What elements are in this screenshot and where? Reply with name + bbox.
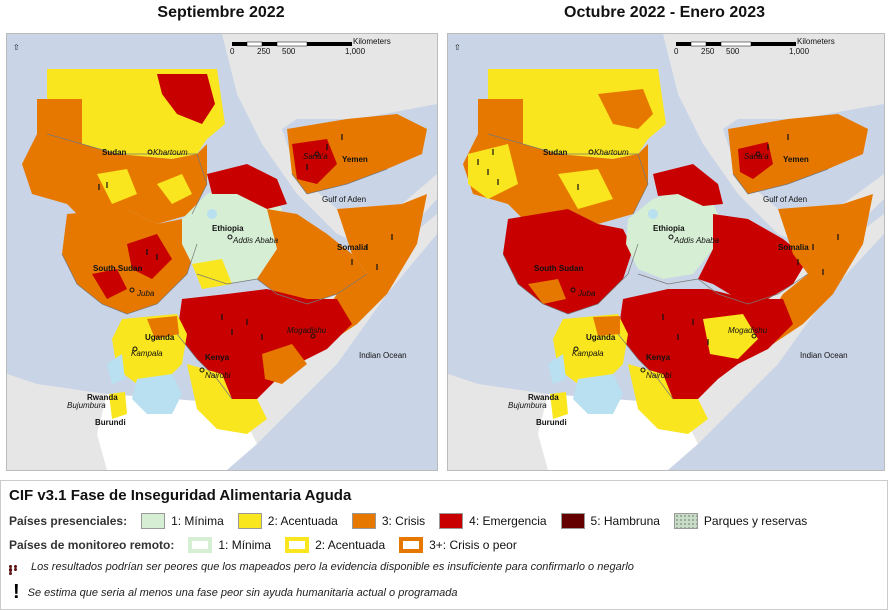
legend-item-acentuada: 2: Acentuada: [237, 513, 338, 529]
legend-item-emergencia: 4: Emergencia: [439, 513, 547, 529]
label-bujumbura: Bujumbura: [67, 401, 106, 410]
legend-item-hambruna: 5: Hambruna: [560, 513, 660, 529]
label-indian-ocean: Indian Ocean: [359, 351, 407, 360]
map-september-2022: 0 250 500 1,000 Kilometers Sudan Khartou…: [6, 33, 438, 471]
legend-row-remoto: Países de monitoreo remoto: 1: Mínima 2:…: [9, 537, 531, 553]
label-addis: Addis Ababa: [232, 236, 279, 245]
label-rwanda: Rwanda: [87, 393, 118, 402]
exclamation-icon: !: [13, 581, 20, 603]
label-nairobi: Nairobi: [205, 371, 231, 380]
svg-text:0: 0: [230, 47, 235, 56]
map-svg-left: 0 250 500 1,000 Kilometers Sudan Khartou…: [7, 34, 437, 470]
svg-text:1,000: 1,000: [789, 47, 810, 56]
svg-text:⇧: ⇧: [454, 43, 461, 52]
svg-text:250: 250: [701, 47, 715, 56]
svg-text:500: 500: [282, 47, 296, 56]
label-kampala: Kampala: [572, 349, 604, 358]
label-khartoum: Khartoum: [594, 148, 629, 157]
legend: CIF v3.1 Fase de Inseguridad Alimentaria…: [0, 480, 888, 610]
label-burundi: Burundi: [536, 418, 567, 427]
label-juba: Juba: [577, 289, 596, 298]
scale-bar-left: 0 250 500 1,000 Kilometers: [230, 37, 391, 56]
legend-item-remoto-crisis: 3+: Crisis o peor: [399, 537, 517, 553]
legend-item-parques: Parques y reservas: [673, 513, 807, 529]
legend-title: CIF v3.1 Fase de Inseguridad Alimentaria…: [9, 487, 352, 504]
label-uganda: Uganda: [586, 333, 616, 342]
map-svg-right: 0 250 500 1,000 Kilometers Sudan Khartou…: [448, 34, 884, 470]
label-gulf: Gulf of Aden: [763, 195, 807, 204]
label-burundi: Burundi: [95, 418, 126, 427]
label-kampala: Kampala: [131, 349, 163, 358]
swatch-minima: [141, 513, 166, 529]
legend-row-presencial: Países presenciales: 1: Mínima 2: Acentu…: [9, 513, 821, 529]
legend-presencial-label: Países presenciales:: [9, 514, 128, 528]
swatch-acentuada: [237, 513, 262, 529]
swatch-parques: [673, 513, 698, 529]
map-title-left: Septiembre 2022: [157, 4, 285, 21]
swatch-crisis: [351, 513, 376, 529]
label-addis: Addis Ababa: [673, 236, 720, 245]
legend-remoto-label: Países de monitoreo remoto:: [9, 538, 175, 552]
svg-text:Kilometers: Kilometers: [353, 37, 391, 46]
legend-item-crisis: 3: Crisis: [351, 513, 425, 529]
label-sanaa: Sana'a: [744, 152, 769, 161]
dots-icon: [9, 564, 23, 575]
label-south-sudan: South Sudan: [93, 264, 142, 273]
label-south-sudan: South Sudan: [534, 264, 583, 273]
label-sudan: Sudan: [543, 148, 568, 157]
label-ethiopia: Ethiopia: [653, 224, 685, 233]
legend-note-dots: Los resultados podrían ser peores que lo…: [9, 561, 634, 575]
label-uganda: Uganda: [145, 333, 175, 342]
label-sudan: Sudan: [102, 148, 127, 157]
label-yemen: Yemen: [342, 155, 368, 164]
label-kenya: Kenya: [205, 353, 230, 362]
label-sanaa: Sana'a: [303, 152, 328, 161]
svg-text:1,000: 1,000: [345, 47, 366, 56]
label-khartoum: Khartoum: [153, 148, 188, 157]
label-kenya: Kenya: [646, 353, 671, 362]
legend-item-minima: 1: Mínima: [141, 513, 224, 529]
swatch-remoto-minima: [188, 537, 213, 553]
label-indian-ocean: Indian Ocean: [800, 351, 848, 360]
label-yemen: Yemen: [783, 155, 809, 164]
legend-item-remoto-minima: 1: Mínima: [188, 537, 271, 553]
legend-note-excl: ! Se estima que seria al menos una fase …: [13, 581, 458, 603]
swatch-remoto-crisis: [399, 537, 424, 553]
label-somalia: Somalia: [337, 243, 368, 252]
label-bujumbura: Bujumbura: [508, 401, 547, 410]
svg-text:Kilometers: Kilometers: [797, 37, 835, 46]
svg-text:⇧: ⇧: [13, 43, 20, 52]
label-ethiopia: Ethiopia: [212, 224, 244, 233]
map-oct2022-jan2023: 0 250 500 1,000 Kilometers Sudan Khartou…: [447, 33, 885, 471]
swatch-emergencia: [439, 513, 464, 529]
svg-text:250: 250: [257, 47, 271, 56]
label-mogadishu: Mogadishu: [728, 326, 768, 335]
scale-bar-right: 0 250 500 1,000 Kilometers: [674, 37, 835, 56]
svg-text:500: 500: [726, 47, 740, 56]
label-rwanda: Rwanda: [528, 393, 559, 402]
svg-text:0: 0: [674, 47, 679, 56]
swatch-remoto-acentuada: [285, 537, 310, 553]
legend-item-remoto-acentuada: 2: Acentuada: [285, 537, 385, 553]
label-juba: Juba: [136, 289, 155, 298]
label-somalia: Somalia: [778, 243, 809, 252]
map-title-right: Octubre 2022 - Enero 2023: [564, 4, 765, 21]
label-gulf: Gulf of Aden: [322, 195, 366, 204]
label-mogadishu: Mogadishu: [287, 326, 327, 335]
swatch-hambruna: [560, 513, 585, 529]
label-nairobi: Nairobi: [646, 371, 672, 380]
